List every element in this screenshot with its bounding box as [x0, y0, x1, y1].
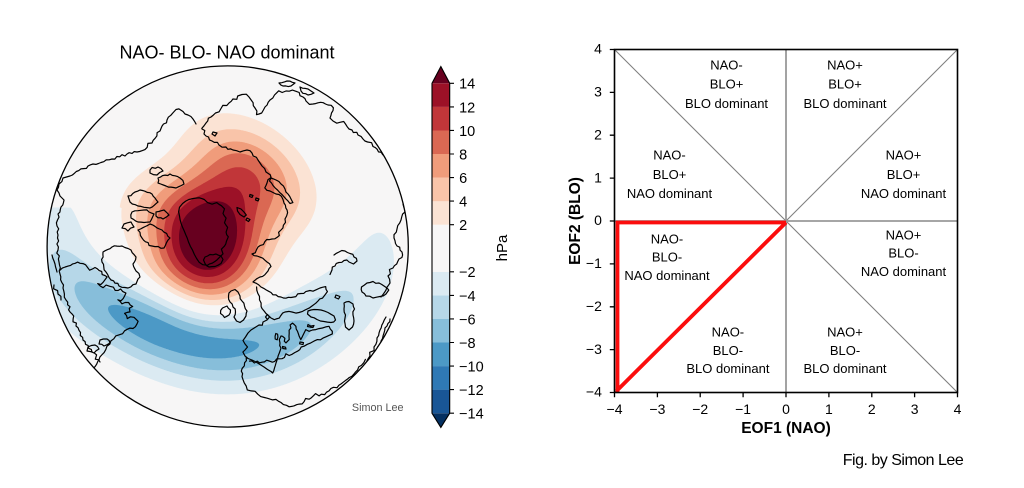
svg-text:−4: −4 [607, 401, 623, 417]
svg-text:Simon Lee: Simon Lee [352, 402, 404, 414]
svg-text:−2: −2 [586, 298, 602, 314]
svg-text:NAO-: NAO- [710, 57, 743, 72]
svg-text:−10: −10 [459, 360, 484, 376]
svg-text:2: 2 [594, 126, 602, 142]
svg-text:BLO+: BLO+ [828, 77, 862, 92]
svg-text:BLO-: BLO- [888, 246, 918, 261]
svg-text:−8: −8 [459, 336, 476, 352]
svg-text:EOF1 (NAO): EOF1 (NAO) [741, 420, 831, 437]
svg-text:14: 14 [459, 77, 475, 93]
svg-text:−3: −3 [586, 341, 602, 357]
svg-text:BLO dominant: BLO dominant [685, 96, 768, 111]
svg-text:BLO+: BLO+ [710, 77, 744, 92]
svg-text:NAO dominant: NAO dominant [624, 268, 710, 283]
svg-text:−2: −2 [692, 401, 708, 417]
svg-text:NAO+: NAO+ [827, 325, 863, 340]
svg-text:NAO- BLO- NAO dominant: NAO- BLO- NAO dominant [119, 43, 334, 63]
svg-text:10: 10 [459, 124, 475, 140]
svg-text:−1: −1 [735, 401, 751, 417]
svg-text:NAO-: NAO- [653, 147, 686, 162]
svg-text:BLO-: BLO- [830, 343, 860, 358]
svg-text:NAO+: NAO+ [827, 57, 863, 72]
svg-text:BLO dominant: BLO dominant [686, 361, 769, 376]
svg-text:NAO dominant: NAO dominant [861, 264, 947, 279]
svg-text:8: 8 [459, 147, 467, 163]
svg-text:−4: −4 [586, 384, 602, 400]
svg-text:−14: −14 [459, 407, 484, 423]
svg-text:BLO-: BLO- [652, 250, 682, 265]
svg-text:1: 1 [825, 401, 833, 417]
svg-text:0: 0 [782, 401, 790, 417]
svg-text:4: 4 [594, 41, 602, 57]
svg-text:4: 4 [459, 195, 467, 211]
svg-text:BLO+: BLO+ [887, 167, 921, 182]
svg-text:2: 2 [459, 218, 467, 234]
svg-text:BLO dominant: BLO dominant [803, 96, 886, 111]
svg-text:12: 12 [459, 100, 475, 116]
svg-text:NAO+: NAO+ [886, 227, 922, 242]
svg-text:−4: −4 [459, 289, 476, 305]
svg-text:Fig. by Simon Lee: Fig. by Simon Lee [843, 452, 964, 469]
svg-text:BLO-: BLO- [713, 343, 743, 358]
svg-text:3: 3 [594, 84, 602, 100]
svg-text:−6: −6 [459, 312, 476, 328]
svg-text:−12: −12 [459, 383, 484, 399]
svg-text:0: 0 [594, 212, 602, 228]
svg-text:2: 2 [868, 401, 876, 417]
svg-text:EOF2 (BLO): EOF2 (BLO) [567, 177, 584, 265]
svg-text:hPa: hPa [494, 234, 511, 261]
svg-text:4: 4 [954, 401, 962, 417]
svg-text:NAO-: NAO- [712, 325, 745, 340]
svg-text:BLO dominant: BLO dominant [803, 361, 886, 376]
svg-text:1: 1 [594, 169, 602, 185]
svg-text:3: 3 [911, 401, 919, 417]
svg-text:BLO+: BLO+ [653, 167, 687, 182]
svg-text:−1: −1 [586, 255, 602, 271]
svg-text:NAO-: NAO- [651, 231, 684, 246]
svg-text:−2: −2 [459, 265, 476, 281]
svg-text:NAO dominant: NAO dominant [861, 186, 947, 201]
svg-text:NAO+: NAO+ [886, 147, 922, 162]
svg-text:NAO dominant: NAO dominant [627, 186, 713, 201]
svg-text:6: 6 [459, 171, 467, 187]
svg-text:−3: −3 [649, 401, 665, 417]
